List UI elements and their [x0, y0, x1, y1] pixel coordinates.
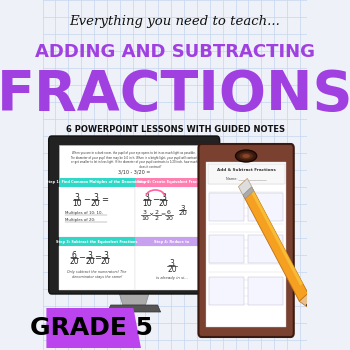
Text: 10: 10	[72, 198, 82, 208]
Text: does it contract?: does it contract?	[107, 164, 161, 168]
FancyBboxPatch shape	[59, 237, 135, 246]
Text: Everything you need to teach...: Everything you need to teach...	[70, 15, 280, 28]
Polygon shape	[306, 303, 310, 309]
Polygon shape	[239, 178, 252, 195]
FancyBboxPatch shape	[59, 178, 135, 187]
Text: 10: 10	[142, 198, 152, 208]
Text: Step 3: Subtract the Equivalent Fractions: Step 3: Subtract the Equivalent Fraction…	[56, 239, 138, 244]
Text: 10: 10	[141, 216, 149, 220]
Text: 3: 3	[180, 204, 185, 210]
Text: −: −	[78, 253, 85, 262]
Text: 20: 20	[70, 257, 79, 266]
Polygon shape	[47, 308, 141, 348]
FancyBboxPatch shape	[248, 235, 283, 263]
Text: Step 4: Reduce to: Step 4: Reduce to	[154, 239, 190, 244]
FancyBboxPatch shape	[135, 178, 209, 187]
Text: 20: 20	[178, 210, 187, 216]
Text: 3: 3	[145, 193, 149, 202]
Text: 20: 20	[159, 198, 168, 208]
FancyBboxPatch shape	[59, 145, 209, 283]
Text: 6: 6	[72, 251, 77, 260]
Text: 20: 20	[100, 257, 110, 266]
Text: =: =	[101, 196, 108, 204]
Text: 3/10 - 3/20 =: 3/10 - 3/20 =	[118, 170, 150, 175]
FancyBboxPatch shape	[209, 235, 244, 263]
FancyBboxPatch shape	[209, 193, 244, 221]
Text: Step 1: Find Common Multiples of the Denominators: Step 1: Find Common Multiples of the Den…	[46, 181, 149, 184]
FancyBboxPatch shape	[59, 187, 135, 237]
Text: 20: 20	[91, 198, 100, 208]
Text: Only subtract the numerators! The: Only subtract the numerators! The	[67, 270, 127, 274]
Text: 6: 6	[167, 210, 171, 215]
Polygon shape	[108, 305, 161, 312]
Text: 20: 20	[165, 216, 173, 220]
Polygon shape	[247, 183, 303, 286]
Text: Add & Subtract Fractions: Add & Subtract Fractions	[217, 168, 275, 172]
Text: 3: 3	[74, 193, 79, 202]
Text: Multiples of 20:: Multiples of 20:	[65, 218, 96, 222]
Text: 20: 20	[85, 257, 95, 266]
Text: −: −	[152, 196, 159, 204]
Polygon shape	[299, 293, 310, 309]
Text: Name: ________________: Name: ________________	[226, 176, 266, 180]
Polygon shape	[118, 290, 150, 305]
Text: When you are in a dark room, the pupil of your eye opens to let in as much light: When you are in a dark room, the pupil o…	[72, 151, 196, 155]
Polygon shape	[243, 187, 254, 199]
FancyBboxPatch shape	[206, 162, 286, 327]
Text: 3: 3	[88, 251, 93, 260]
FancyBboxPatch shape	[208, 164, 285, 184]
Ellipse shape	[239, 153, 253, 160]
Text: Multiples of 10: 10,: Multiples of 10: 10,	[65, 211, 103, 215]
Text: denominator stays the same!: denominator stays the same!	[72, 275, 122, 279]
Text: or get smaller to let in less light. If the diameter of your pupil contracts to : or get smaller to let in less light. If …	[71, 160, 197, 164]
Text: ×: ×	[148, 212, 153, 217]
Text: −: −	[83, 196, 90, 204]
Text: =: =	[160, 212, 166, 217]
Text: Step 2: Create Equivalent Fractions: Step 2: Create Equivalent Fractions	[137, 181, 207, 184]
Text: 3: 3	[161, 193, 166, 202]
Ellipse shape	[242, 154, 250, 158]
Text: 2: 2	[155, 216, 159, 220]
Text: 3: 3	[143, 210, 147, 215]
Text: =: =	[94, 253, 101, 262]
Text: FRACTIONS: FRACTIONS	[0, 68, 350, 122]
Text: 2: 2	[155, 210, 159, 215]
FancyBboxPatch shape	[248, 277, 283, 305]
Text: 20: 20	[167, 266, 177, 274]
Text: The diameter of your pupil then may be 1/4 inch. When in a bright light, your pu: The diameter of your pupil then may be 1…	[70, 155, 198, 160]
Text: 3: 3	[103, 251, 108, 260]
Text: 3: 3	[169, 259, 174, 267]
Text: ADDING AND SUBTRACTING: ADDING AND SUBTRACTING	[35, 43, 315, 61]
FancyBboxPatch shape	[209, 277, 244, 305]
Polygon shape	[239, 178, 308, 301]
FancyBboxPatch shape	[49, 136, 220, 294]
FancyBboxPatch shape	[59, 246, 135, 290]
FancyBboxPatch shape	[135, 246, 209, 290]
FancyBboxPatch shape	[198, 144, 294, 337]
Text: 6 POWERPOINT LESSONS WITH GUIDED NOTES: 6 POWERPOINT LESSONS WITH GUIDED NOTES	[65, 126, 285, 134]
Text: is already in si...: is already in si...	[156, 276, 188, 280]
FancyBboxPatch shape	[135, 187, 209, 237]
FancyBboxPatch shape	[248, 193, 283, 221]
FancyBboxPatch shape	[135, 237, 209, 246]
Text: GRADE 5: GRADE 5	[30, 316, 153, 340]
Text: 3: 3	[93, 193, 98, 202]
Ellipse shape	[236, 150, 257, 162]
